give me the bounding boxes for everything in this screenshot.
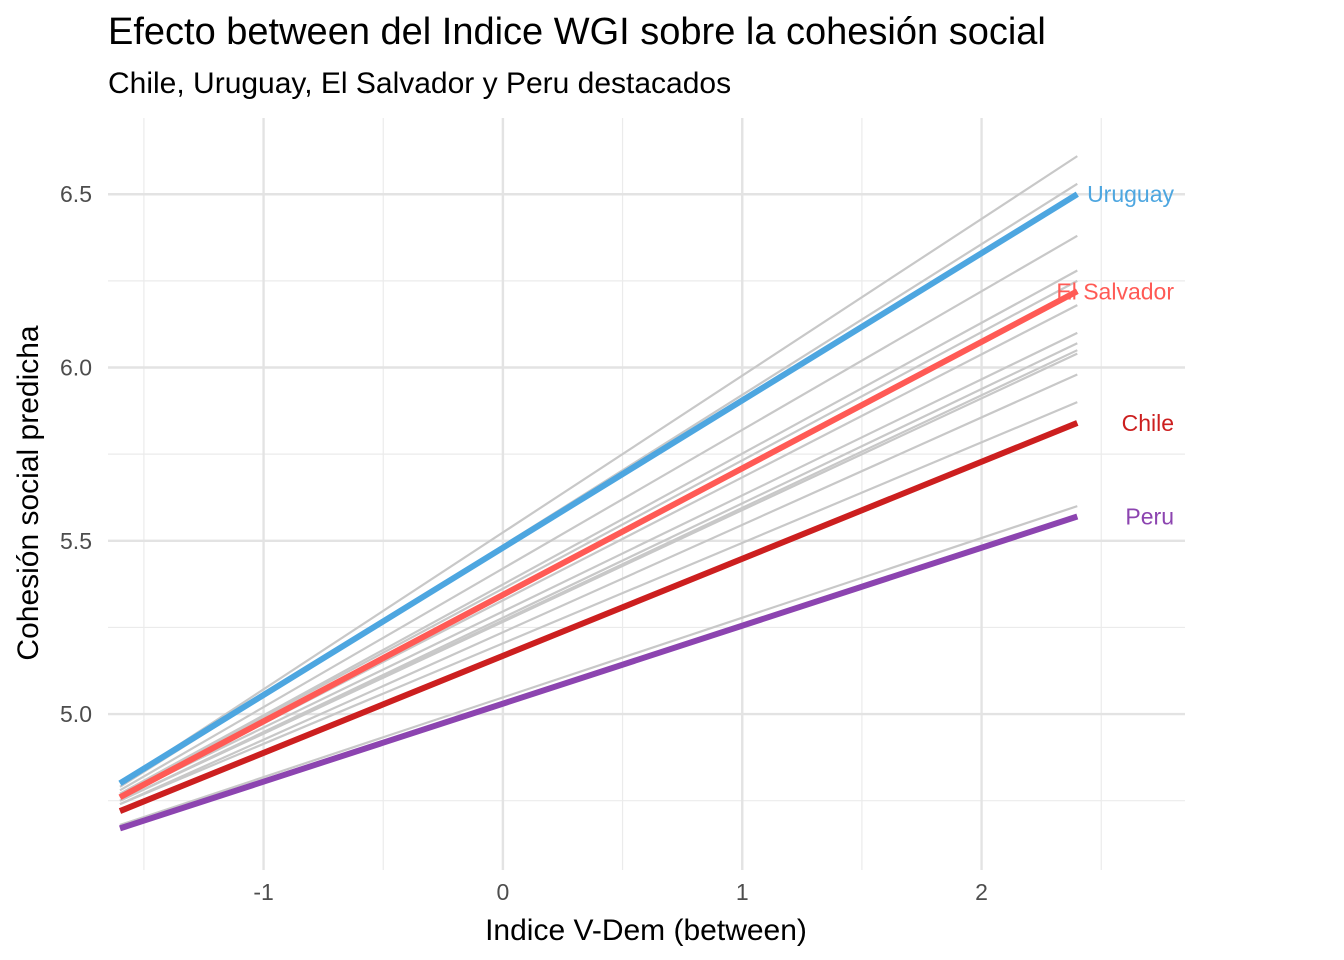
series-label-uruguay: Uruguay <box>1087 181 1174 207</box>
plot-area: -1 0 1 2 5.0 5.5 6.0 6.5 Uruguay El Salvador Chile… <box>60 118 1185 905</box>
background-series-line <box>119 373 1078 806</box>
y-tick-label: 5.0 <box>60 701 92 727</box>
series-label-peru: Peru <box>1125 504 1174 530</box>
background-series-line <box>119 234 1078 792</box>
chart-title: Efecto between del Indice WGI sobre la c… <box>108 11 1046 53</box>
y-tick-label: 6.5 <box>60 181 92 207</box>
series-line-peru <box>119 513 1079 832</box>
background-series-line <box>119 269 1078 795</box>
series-line-el-salvador <box>118 288 1079 800</box>
chart-subtitle: Chile, Uruguay, El Salvador y Peru desta… <box>108 67 731 100</box>
background-series-line <box>119 279 1078 795</box>
y-tick-label: 6.0 <box>60 355 92 381</box>
background-series-line <box>119 505 1078 826</box>
x-tick-label: 2 <box>975 879 988 905</box>
y-tick-label: 5.5 <box>60 528 92 554</box>
y-axis-title: Cohesión social predicha <box>12 325 45 661</box>
x-tick-label: 0 <box>497 879 510 905</box>
series-line-uruguay <box>118 191 1079 786</box>
series-label-el-salvador: El Salvador <box>1056 278 1174 304</box>
series-line-chile <box>118 420 1079 814</box>
background-series-line <box>119 352 1078 802</box>
x-axis-title: Indice V-Dem (between) <box>485 914 807 947</box>
x-tick-label: 1 <box>736 879 749 905</box>
background-series-line <box>119 155 1078 785</box>
series-label-chile: Chile <box>1122 410 1174 436</box>
background-series-line <box>119 401 1078 806</box>
x-tick-label: -1 <box>253 879 273 905</box>
background-series-line <box>119 331 1078 799</box>
